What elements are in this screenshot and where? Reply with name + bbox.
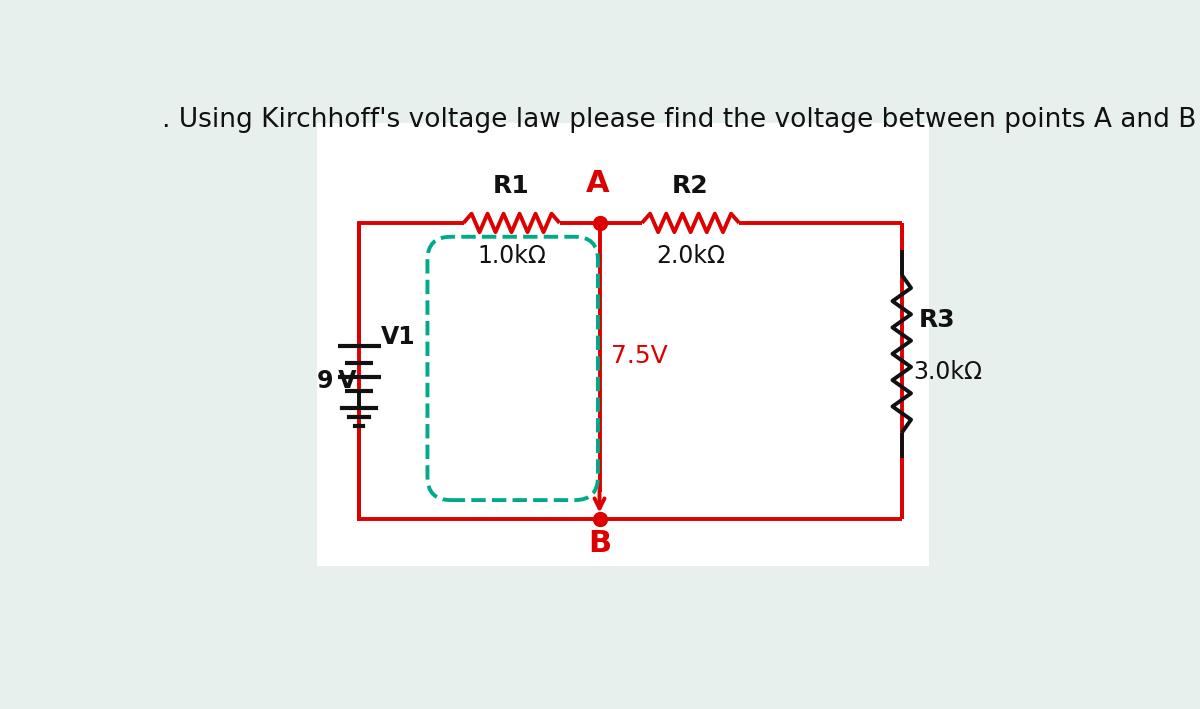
Bar <box>317 123 929 566</box>
Text: 9 V: 9 V <box>317 369 356 393</box>
Text: 1.0kΩ: 1.0kΩ <box>478 245 546 269</box>
Text: R3: R3 <box>919 308 955 333</box>
Text: B: B <box>588 529 611 557</box>
Text: 7.5V: 7.5V <box>611 344 668 368</box>
Text: 3.0kΩ: 3.0kΩ <box>913 360 983 384</box>
Text: A: A <box>586 169 610 199</box>
Text: R2: R2 <box>672 174 709 199</box>
Text: R1: R1 <box>493 174 530 199</box>
Text: V1: V1 <box>380 325 415 349</box>
Text: . Using Kirchhoff's voltage law please find the voltage between points A and B: . Using Kirchhoff's voltage law please f… <box>162 107 1196 133</box>
Text: 2.0kΩ: 2.0kΩ <box>656 245 725 269</box>
